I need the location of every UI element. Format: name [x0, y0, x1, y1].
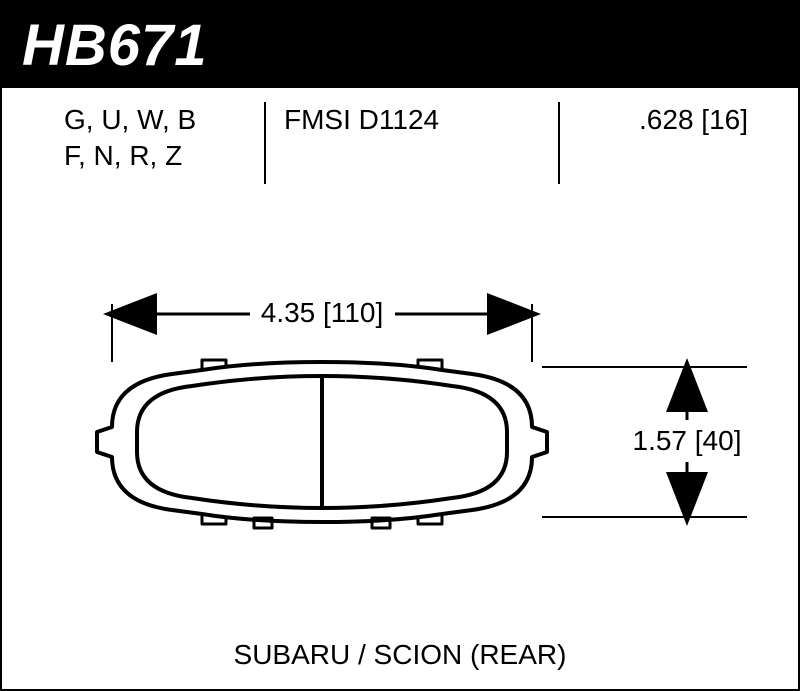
diagram-svg: 4.35 [110] 1.57 [40] — [2, 242, 800, 602]
compounds-line2: F, N, R, Z — [64, 138, 244, 174]
width-dimension-label: 4.35 [110] — [261, 297, 383, 328]
info-row: G, U, W, B F, N, R, Z FMSI D1124 .628 [1… — [2, 102, 798, 192]
fmsi-value: FMSI D1124 — [284, 102, 484, 138]
thickness-value: .628 [16] — [578, 102, 748, 138]
application-label: SUBARU / SCION (REAR) — [2, 639, 798, 671]
height-dimension-label: 1.57 [40] — [633, 425, 742, 456]
brake-pad-diagram: 4.35 [110] 1.57 [40] — [2, 242, 800, 602]
compounds-line1: G, U, W, B — [64, 102, 244, 138]
divider-2 — [558, 102, 560, 184]
title-bar: HB671 — [2, 2, 798, 88]
page: HB671 G, U, W, B F, N, R, Z FMSI D1124 .… — [0, 0, 800, 691]
fmsi-column: FMSI D1124 — [284, 102, 484, 138]
part-number: HB671 — [22, 12, 208, 79]
thickness-column: .628 [16] — [578, 102, 748, 138]
divider-1 — [264, 102, 266, 184]
brake-pad-outline — [97, 360, 547, 528]
compounds-column: G, U, W, B F, N, R, Z — [64, 102, 244, 175]
